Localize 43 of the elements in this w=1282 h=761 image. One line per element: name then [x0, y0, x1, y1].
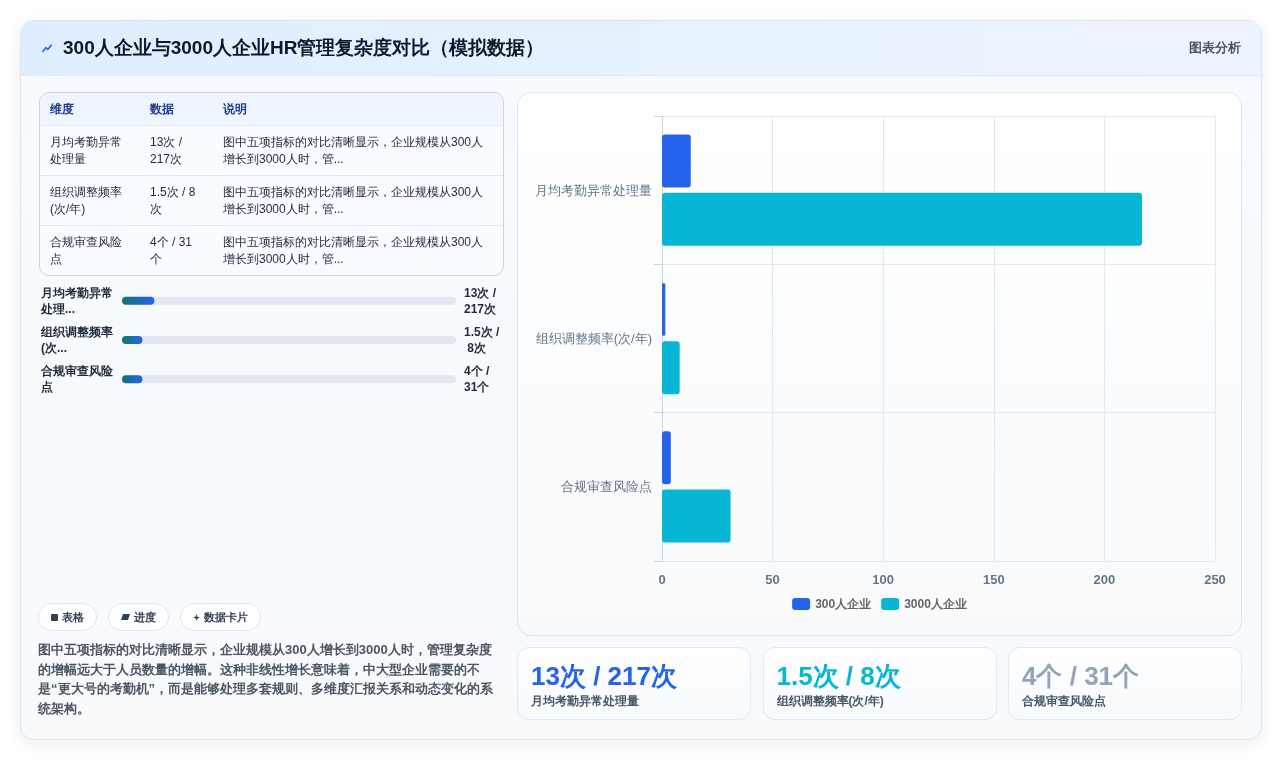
bar	[662, 341, 680, 395]
text: 图表分析	[1189, 39, 1241, 57]
text: 13次 / 217次	[150, 133, 184, 168]
text: 13次 / 217次	[464, 285, 500, 316]
y-tick-label: 合规审查风险点	[561, 479, 652, 495]
text: 4个 / 31个	[150, 233, 194, 268]
x-tick-label: 250	[1204, 572, 1226, 587]
bar	[662, 489, 731, 543]
y-tick-label: 组织调整频率(次/年)	[535, 331, 652, 346]
text: 1.5次 / 8次	[464, 325, 501, 355]
x-tick-label: 100	[872, 572, 895, 587]
text: 进度	[134, 609, 156, 625]
y-tick-label: 月均考勤异常处理...	[40, 285, 113, 316]
x-tick-label: 150	[982, 572, 1005, 587]
bar	[662, 282, 666, 336]
text: 4个 / 31个	[464, 364, 493, 395]
text: 13次 / 217次	[531, 660, 677, 692]
text: 图中五项指标的对比清晰显示，企业规模从300人增长到3000人时，管...	[223, 133, 485, 168]
text: 图中五项指标的对比清晰显示，企业规模从300人增长到3000人时，管...	[223, 183, 485, 218]
text: 说明	[223, 100, 248, 118]
text: 表格	[62, 609, 84, 625]
text: 4个 / 31个	[1022, 660, 1140, 692]
text: 数据	[150, 100, 175, 118]
bar	[662, 192, 1142, 246]
x-tick-label: 200	[1093, 572, 1116, 587]
text: 合规审查风险点	[1022, 693, 1106, 709]
text: 1.5次 / 8次	[150, 183, 197, 218]
text: 图中五项指标的对比清晰显示，企业规模从300人增长到3000人时，管理复杂度的增幅远大于人员数量的增幅。这种非线性增长意味着，中大型企业需要的不是“更大号的考勤机”，而是能够处理多套规则、多维度汇报关系和动态变化的系统架构。	[38, 641, 494, 719]
text: 数据卡片	[204, 609, 248, 625]
x-tick-label: 50	[765, 572, 780, 587]
text: 1.5次 / 8次	[776, 660, 901, 692]
bar	[662, 431, 671, 485]
x-tick-label: 0	[658, 572, 666, 587]
text: 300人企业与3000人企业HR管理复杂度对比（模拟数据）	[63, 36, 545, 60]
text: 图中五项指标的对比清晰显示，企业规模从300人增长到3000人时，管...	[223, 233, 485, 268]
legend-label: 3000人企业	[904, 597, 967, 611]
bar	[662, 134, 691, 188]
text: 组织调整频率(次/年)	[776, 693, 884, 709]
y-tick-label: 组织调整频率(次...	[40, 325, 113, 355]
y-tick-label: 合规审查风险点	[40, 364, 114, 395]
text: 维度	[50, 100, 75, 118]
y-tick-label: 月均考勤异常处理量	[535, 182, 652, 198]
legend-label: 300人企业	[815, 597, 872, 611]
